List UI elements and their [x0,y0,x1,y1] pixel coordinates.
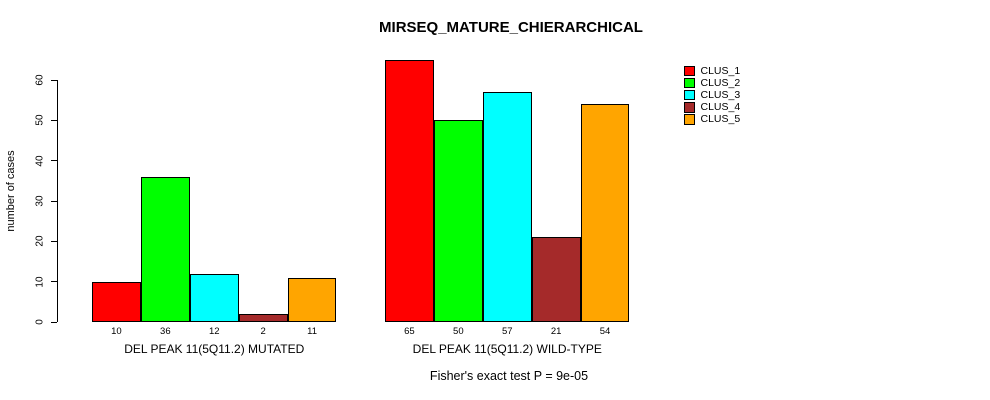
legend-label: CLUS_2 [700,76,741,89]
y-tick-label: 10 [34,276,46,288]
y-axis-line [56,80,58,322]
bar-value-label: 21 [550,326,562,337]
chart-title: MIRSEQ_MATURE_CHIERARCHICAL [379,19,643,36]
bar-clus_2 [140,176,190,322]
y-tick [51,281,57,283]
legend-label: CLUS_3 [700,88,741,101]
bar-clus_1 [92,281,141,322]
y-tick [51,321,57,323]
y-tick-label: 50 [34,114,46,126]
bar-clus_4 [238,313,288,322]
legend-label: CLUS_4 [700,101,741,114]
y-axis-title: number of cases [5,150,17,232]
legend-swatch-clus_5 [684,114,695,125]
y-tick-label: 20 [34,235,46,247]
legend-swatch-clus_3 [684,89,695,101]
bar-clus_2 [433,120,483,322]
bar-value-label: 50 [453,326,464,337]
bar-clus_5 [287,277,337,322]
bar-value-label: 65 [404,326,415,337]
legend-label: CLUS_5 [700,113,741,126]
bar-value-label: 36 [160,326,171,337]
y-tick-label: 60 [34,74,46,86]
x-group-label: DEL PEAK 11(5Q11.2) WILD-TYPE [412,341,602,356]
y-tick-label: 30 [34,195,46,207]
bar-value-label: 11 [307,326,317,337]
bar-clus_3 [189,273,239,322]
legend-swatch-clus_1 [684,65,695,76]
bar-clus_5 [580,104,630,322]
y-tick [51,240,57,242]
bar-value-label: 2 [260,326,266,337]
y-tick [51,119,57,121]
bar-clus_1 [385,59,434,322]
bar-value-label: 57 [501,326,513,337]
x-group-label: DEL PEAK 11(5Q11.2) MUTATED [124,341,305,356]
bar-clus_3 [482,92,532,322]
bar-clus_4 [531,237,581,322]
y-tick [51,79,57,81]
y-tick-label: 40 [34,155,46,167]
y-tick [51,160,57,162]
bar-value-label: 12 [208,326,220,337]
caption-fisher-test: Fisher's exact test P = 9e-05 [429,369,589,383]
bar-value-label: 54 [599,326,611,337]
y-tick [51,200,57,202]
legend-swatch-clus_4 [684,102,695,113]
bar-value-label: 10 [111,326,122,337]
legend-label: CLUS_1 [700,64,741,77]
y-tick-label: 0 [34,319,46,325]
legend-swatch-clus_2 [684,77,695,89]
